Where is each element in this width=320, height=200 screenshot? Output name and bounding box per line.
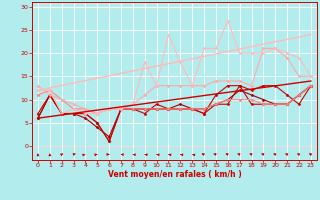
X-axis label: Vent moyen/en rafales ( km/h ): Vent moyen/en rafales ( km/h ) <box>108 170 241 179</box>
